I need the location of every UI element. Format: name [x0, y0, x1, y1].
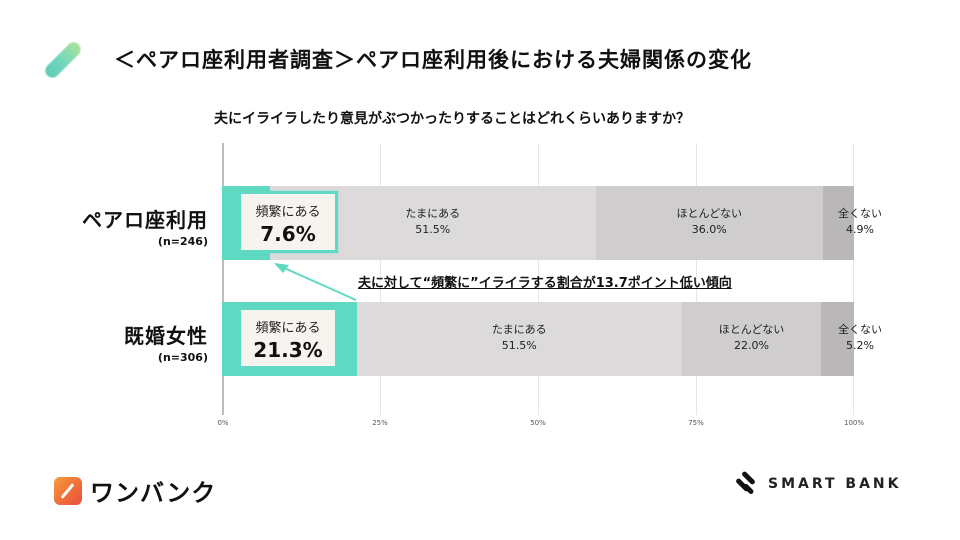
y-axis-line — [222, 143, 224, 415]
chart-plot-area — [222, 143, 854, 415]
survey-question: 夫にイライラしたり意見がぶつかったりすることはどれくらいありますか？ — [214, 111, 690, 127]
highlight-caption: 頻繁にある — [255, 321, 321, 336]
gridline-75 — [696, 143, 697, 415]
onebank-logo-icon — [54, 476, 82, 505]
row-sample-size: (n=246) — [157, 235, 208, 248]
brand-name: ワンバンク — [90, 479, 217, 507]
highlight-box-married-women: 頻繁にある 21.3% — [238, 307, 338, 369]
segment-label: ほとんどない 36.0% — [676, 206, 742, 236]
row-name: 既婚女性 — [124, 324, 208, 348]
gridline-25 — [380, 143, 381, 415]
segment-never: 全くない 5.2% — [821, 302, 882, 376]
highlight-box-pair-account: 頻繁にある 7.6% — [238, 191, 338, 253]
row-sample-size: (n=306) — [157, 351, 208, 364]
title-accent-mark — [42, 39, 84, 81]
smartbank-logo-icon — [735, 470, 760, 497]
row-name: ペアロ座利用 — [82, 208, 208, 232]
segment-sometimes: たまにある 51.5% — [356, 302, 682, 376]
tick-label-25: 25% — [372, 419, 388, 427]
segment-label: たまにある 51.5% — [405, 206, 461, 236]
highlight-value: 7.6% — [260, 222, 316, 246]
brand-logo-smartbank: SMART BANK — [735, 470, 902, 497]
tick-label-75: 75% — [688, 419, 704, 427]
tick-label-50: 50% — [530, 419, 546, 427]
gridline-50 — [538, 143, 539, 415]
highlight-value: 21.3% — [253, 338, 323, 362]
row-label-pair-account: ペアロ座利用 (n=246) — [82, 204, 208, 248]
row-label-married-women: 既婚女性 (n=306) — [124, 320, 208, 364]
page-title: ＜ペアロ座利用者調査＞ペアロ座利用後における夫婦関係の変化 — [114, 48, 752, 72]
gridline-100 — [853, 143, 854, 415]
highlight-caption: 頻繁にある — [255, 205, 321, 220]
tick-label-0: 0% — [217, 419, 229, 427]
tick-label-100: 100% — [843, 419, 865, 427]
brand-name: SMART BANK — [768, 476, 902, 492]
segment-label: 全くない 4.9% — [838, 206, 882, 236]
segment-label: 全くない 5.2% — [838, 322, 882, 352]
segment-never: 全くない 4.9% — [823, 186, 882, 260]
segment-rarely: ほとんどない 36.0% — [595, 186, 823, 260]
comparison-annotation: 夫に対して“頻繁に”イライラする割合が13.7ポイント低い傾向 — [358, 276, 732, 291]
segment-label: ほとんどない 22.0% — [718, 322, 785, 352]
segment-rarely: ほとんどない 22.0% — [682, 302, 821, 376]
brand-logo-onebank: ワンバンク — [54, 473, 216, 508]
segment-label: たまにある 51.5% — [491, 322, 547, 352]
